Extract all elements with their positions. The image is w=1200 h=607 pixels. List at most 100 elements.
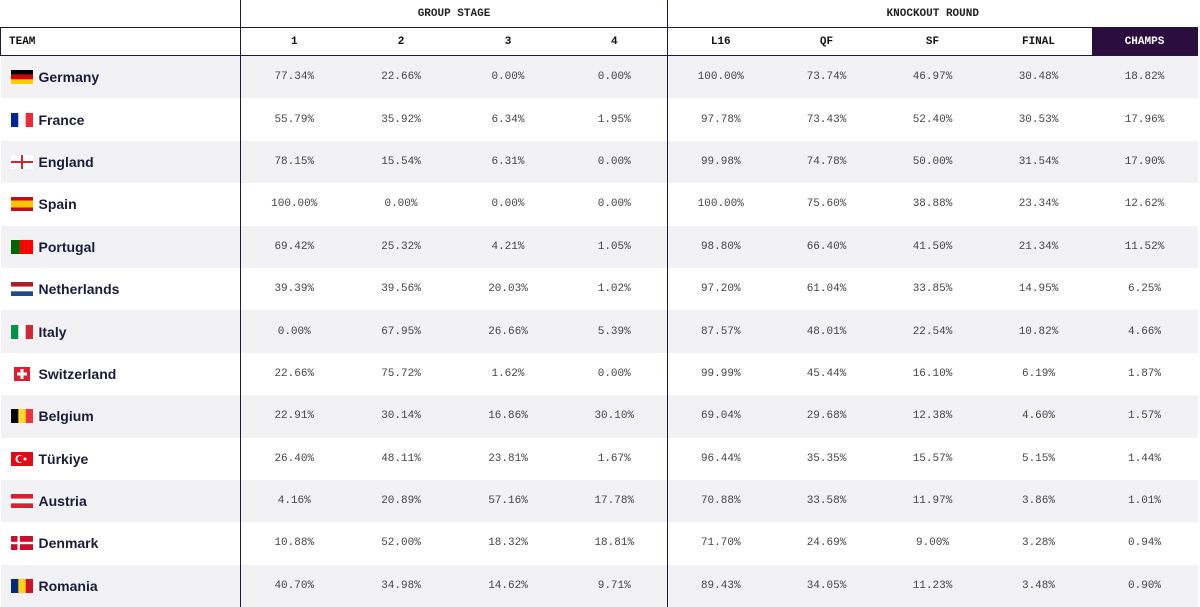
probability-cell: 99.99% <box>700 367 741 380</box>
flag-icon <box>10 409 33 424</box>
probability-cell: 97.78% <box>700 113 741 126</box>
probability-cell: 30.14% <box>347 395 455 438</box>
team-cell: Spain <box>0 183 241 226</box>
probability-cell: 21.34% <box>985 225 1092 268</box>
probability-cell: 17.90% <box>1091 140 1198 184</box>
column-header-row: TEAM 1 2 3 4 L16 QF SF FINAL CHAMPS <box>0 27 1198 56</box>
probability-cell: 100.00% <box>667 55 774 99</box>
team-cell: Netherlands <box>0 267 241 311</box>
probability-cell: 0.90% <box>1091 564 1198 607</box>
probability-cell: 70.88% <box>667 479 774 523</box>
probability-cell: 33.85% <box>912 283 953 296</box>
probability-cell: 10.82% <box>985 310 1092 353</box>
probability-cell: 14.62% <box>454 564 562 607</box>
probability-cell: 52.00% <box>381 537 421 550</box>
probability-cell: 12.38% <box>879 395 986 438</box>
spacer <box>0 0 241 28</box>
probability-cell: 23.34% <box>1018 198 1059 211</box>
probability-cell: 74.78% <box>773 140 880 184</box>
probability-cell: 97.20% <box>700 283 741 296</box>
team-row: Türkiye 26.40% 48.11% 23.81% 1.67% 96.44% 35.3… <box>0 437 1198 480</box>
team-row: Portugal 69.42% 25.32% 4.21% 1.05% 98.80% 66.4… <box>0 225 1198 268</box>
probability-cell: 46.97% <box>879 55 986 99</box>
column-header: CHAMPS <box>1091 27 1198 56</box>
probability-cell: 4.16% <box>240 479 348 523</box>
team-row: Netherlands 39.39% 39.56% 20.03% 1.02% 97.20%… <box>0 267 1198 311</box>
probability-cell: 6.25% <box>1128 283 1162 296</box>
probability-cell: 1.67% <box>561 437 668 480</box>
probability-cell: 45.44% <box>806 367 847 380</box>
team-cell: Belgium <box>0 395 241 438</box>
flag-icon <box>10 112 33 127</box>
probability-cell: 4.21% <box>454 225 562 268</box>
probability-cell: 9.71% <box>561 564 668 607</box>
team-cell: Denmark <box>0 522 241 565</box>
probability-cell: 5.15% <box>1021 452 1055 465</box>
team-cell: Switzerland <box>0 352 241 396</box>
probability-cell: 61.04% <box>806 283 847 296</box>
probability-cell: 3.48% <box>985 564 1092 607</box>
probability-cell: 1.57% <box>1091 395 1198 438</box>
column-header: L16 <box>667 27 774 56</box>
probability-cell: 30.10% <box>561 395 668 438</box>
probability-cell: 1.02% <box>561 267 668 311</box>
probability-cell: 55.79% <box>274 113 315 126</box>
probability-cell: 25.32% <box>347 225 455 268</box>
flag-icon <box>10 578 33 593</box>
probability-cell: 77.34% <box>240 55 348 99</box>
team-row: Romania 40.70% 34.98% 14.62% 9.71% 89.43% 34.0… <box>0 564 1198 607</box>
probability-cell: 3.86% <box>985 479 1092 523</box>
group-header: GROUP STAGE <box>240 0 668 28</box>
probability-cell: 87.57% <box>667 310 774 353</box>
probability-cell: 5.39% <box>561 310 668 353</box>
probability-cell: 23.81% <box>488 452 528 465</box>
probability-cell: 73.74% <box>773 55 880 99</box>
probability-cell: 35.35% <box>806 452 847 465</box>
team-row: Spain 100.00% 0.00% 0.00% 0.00% 100.00% 75.60%… <box>0 183 1198 226</box>
probability-cell: 0.00% <box>561 183 668 226</box>
probability-cell: 0.00% <box>491 198 525 211</box>
probability-cell: 48.01% <box>773 310 880 353</box>
probability-cell: 15.57% <box>912 452 953 465</box>
team-cell: Austria <box>0 479 241 523</box>
probability-cell: 1.44% <box>1128 452 1162 465</box>
probability-cell: 6.19% <box>1021 367 1055 380</box>
probability-cell: 15.54% <box>347 140 455 184</box>
flag-icon <box>13 365 30 382</box>
team-row: Switzerland 22.66% 75.72% 1.62% 0.00% 99.99% 4… <box>0 352 1198 396</box>
team-name: Spain <box>38 196 77 213</box>
team-row: France 55.79% 35.92% 6.34% 1.95% 97.78% 73.43%… <box>0 98 1198 141</box>
probability-cell: 4.60% <box>985 395 1092 438</box>
team-row: Italy 0.00% 67.95% 26.66% 5.39% 87.57% 48.01% 2… <box>0 310 1198 353</box>
probability-cell: 0.00% <box>384 198 418 211</box>
probability-cell: 4.66% <box>1091 310 1198 353</box>
probability-cell: 30.48% <box>985 55 1092 99</box>
column-header: 1 <box>240 27 348 56</box>
team-name: Netherlands <box>38 281 120 298</box>
probability-cell: 0.00% <box>454 55 562 99</box>
team-name: Türkiye <box>38 450 89 467</box>
probability-cell: 1.05% <box>561 225 668 268</box>
probability-cell: 100.00% <box>271 198 318 211</box>
flag-icon <box>10 154 33 169</box>
flag-icon <box>10 494 33 509</box>
probability-cell: 75.72% <box>381 367 421 380</box>
probability-cell: 11.52% <box>1091 225 1198 268</box>
probability-cell: 6.31% <box>454 140 562 184</box>
column-header: 2 <box>347 27 455 56</box>
probability-cell: 10.88% <box>274 537 315 550</box>
probability-cell: 40.70% <box>240 564 348 607</box>
column-header: QF <box>773 27 880 56</box>
probability-cell: 20.89% <box>347 479 455 523</box>
group-header-row: GROUP STAGE KNOCKOUT ROUND <box>0 0 1198 28</box>
team-cell: Italy <box>0 310 241 353</box>
probability-cell: 1.95% <box>561 98 668 141</box>
probability-cell: 0.00% <box>561 55 668 99</box>
probability-cell: 50.00% <box>879 140 986 184</box>
probability-cell: 34.05% <box>773 564 880 607</box>
probability-cell: 34.98% <box>347 564 455 607</box>
probability-cell: 24.69% <box>806 537 847 550</box>
probability-cell: 6.34% <box>491 113 525 126</box>
probability-cell: 71.70% <box>700 537 741 550</box>
